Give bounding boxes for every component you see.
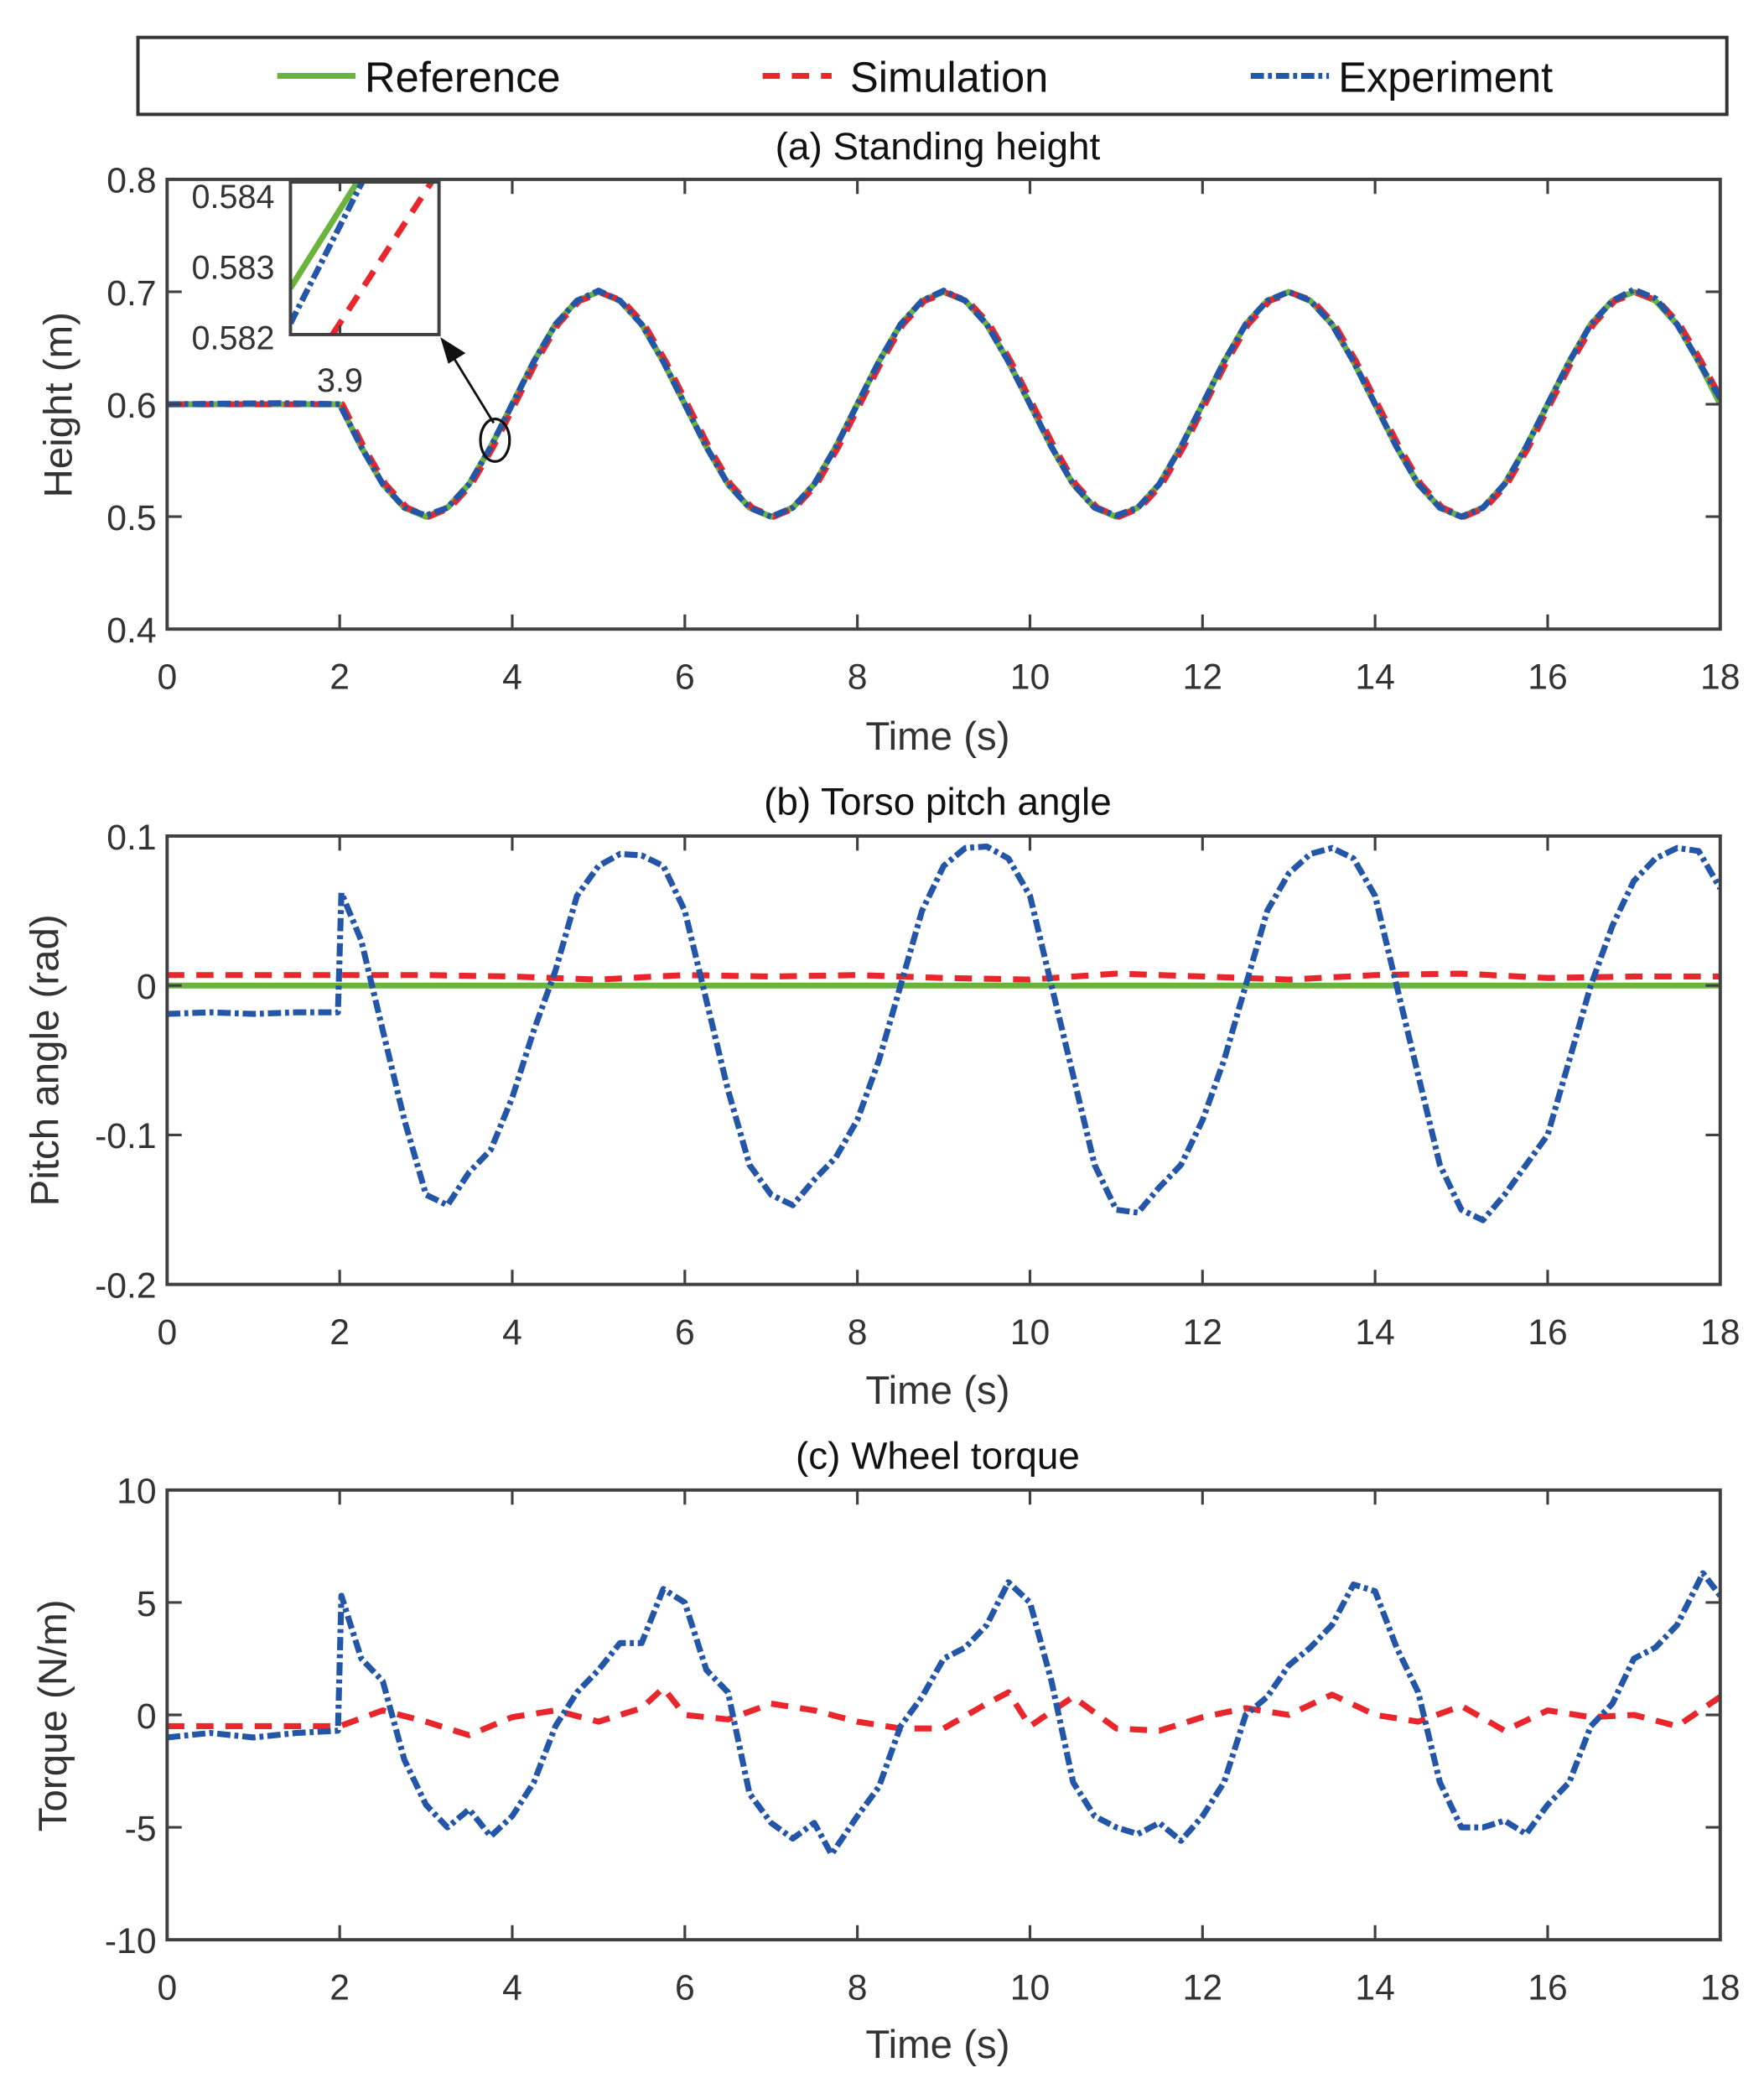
y-tick-label: 0.6: [106, 386, 156, 426]
x-tick-label: 10: [1010, 657, 1051, 697]
y-tick-label: 10: [117, 1472, 156, 1512]
x-tick-label: 12: [1183, 657, 1223, 697]
x-tick-label: 0: [157, 1967, 177, 2008]
series-line-experiment: [167, 1570, 1720, 1857]
y-axis-label: Torque (N/m): [31, 1599, 75, 1831]
y-axis-label: Height (m): [36, 312, 80, 497]
x-tick-label: 14: [1355, 1312, 1395, 1353]
legend: Reference Simulation Experiment: [136, 35, 1729, 117]
y-tick-label: -5: [125, 1809, 157, 1849]
panel-title: (b) Torso pitch angle: [764, 780, 1112, 823]
x-axis-label: Time (s): [865, 1369, 1009, 1413]
y-tick-label: 0: [137, 1696, 157, 1737]
panel-torso-pitch: (b) Torso pitch angle Time (s) Pitch ang…: [23, 780, 1741, 1413]
x-tick-label: 0: [157, 1312, 177, 1353]
inset-line-experiment: [290, 182, 366, 325]
inset-y-tick-label: 0.582: [192, 320, 275, 357]
inset-frame: [288, 180, 441, 336]
series-line-experiment: [167, 843, 1720, 1223]
panel-title: (c) Wheel torque: [796, 1434, 1080, 1478]
x-tick-label: 4: [502, 1312, 522, 1353]
x-axis-label: Time (s): [865, 2023, 1009, 2067]
axes-frame: [165, 834, 1722, 1286]
legend-label-simulation: Simulation: [850, 53, 1048, 101]
inset-line-simulation: [329, 182, 434, 335]
x-tick-label: 16: [1528, 657, 1567, 697]
x-tick-label: 4: [502, 657, 522, 697]
inset-x-tick-label: 3.9: [317, 362, 363, 399]
inset-line-reference: [290, 182, 361, 290]
inset-y-tick-label: 0.584: [192, 179, 275, 216]
x-tick-label: 18: [1700, 657, 1740, 697]
y-tick-label: 0.8: [106, 161, 156, 201]
y-tick-label: 0.7: [106, 273, 156, 314]
x-tick-label: 2: [329, 657, 350, 697]
x-tick-label: 18: [1700, 1967, 1740, 2008]
series-line-experiment: [167, 286, 1720, 520]
y-tick-label: 0.1: [106, 818, 156, 858]
x-tick-label: 4: [502, 1967, 522, 2008]
y-tick-label: -0.1: [95, 1116, 157, 1156]
y-tick-label: 0: [137, 967, 157, 1007]
x-tick-label: 0: [157, 657, 177, 697]
panel-title: (a) Standing height: [776, 124, 1101, 168]
x-tick-label: 2: [329, 1312, 350, 1353]
x-tick-label: 18: [1700, 1312, 1740, 1353]
x-tick-label: 12: [1183, 1312, 1223, 1353]
y-axis-label: Pitch angle (rad): [23, 914, 68, 1206]
series-line-simulation: [167, 970, 1720, 983]
y-tick-label: -0.2: [95, 1265, 157, 1306]
x-tick-label: 14: [1355, 657, 1395, 697]
x-tick-label: 10: [1010, 1312, 1051, 1353]
inset-y-tick-label: 0.583: [192, 249, 275, 286]
x-tick-label: 12: [1183, 1967, 1223, 2008]
legend-box: [136, 35, 1729, 117]
x-tick-label: 6: [675, 1967, 695, 2008]
x-tick-label: 14: [1355, 1967, 1395, 2008]
inset-zoom: 3.9 0.582 0.583 0.584: [192, 179, 511, 463]
y-tick-label: 5: [137, 1584, 157, 1624]
y-tick-label: 0.5: [106, 498, 156, 538]
zoom-arrow-head-icon: [440, 337, 466, 364]
x-tick-label: 16: [1528, 1312, 1567, 1353]
x-tick-label: 16: [1528, 1967, 1567, 2008]
x-tick-label: 8: [848, 657, 868, 697]
x-tick-label: 8: [848, 1967, 868, 2008]
y-tick-label: -10: [105, 1921, 157, 1961]
x-tick-label: 6: [675, 1312, 695, 1353]
x-axis-label: Time (s): [865, 714, 1009, 759]
x-tick-label: 6: [675, 657, 695, 697]
y-tick-label: 0.4: [106, 610, 156, 651]
panel-wheel-torque: (c) Wheel torque Time (s) Torque (N/m) 0…: [31, 1434, 1740, 2067]
x-tick-label: 2: [329, 1967, 350, 2008]
plot-area: [167, 835, 1720, 1285]
legend-label-reference: Reference: [365, 53, 561, 101]
x-tick-label: 10: [1010, 1967, 1051, 2008]
series-line-simulation: [167, 1685, 1720, 1738]
plot-area: [167, 1489, 1720, 1940]
legend-label-experiment: Experiment: [1338, 53, 1553, 101]
zoom-region-ellipse: [479, 418, 511, 463]
x-tick-label: 8: [848, 1312, 868, 1353]
